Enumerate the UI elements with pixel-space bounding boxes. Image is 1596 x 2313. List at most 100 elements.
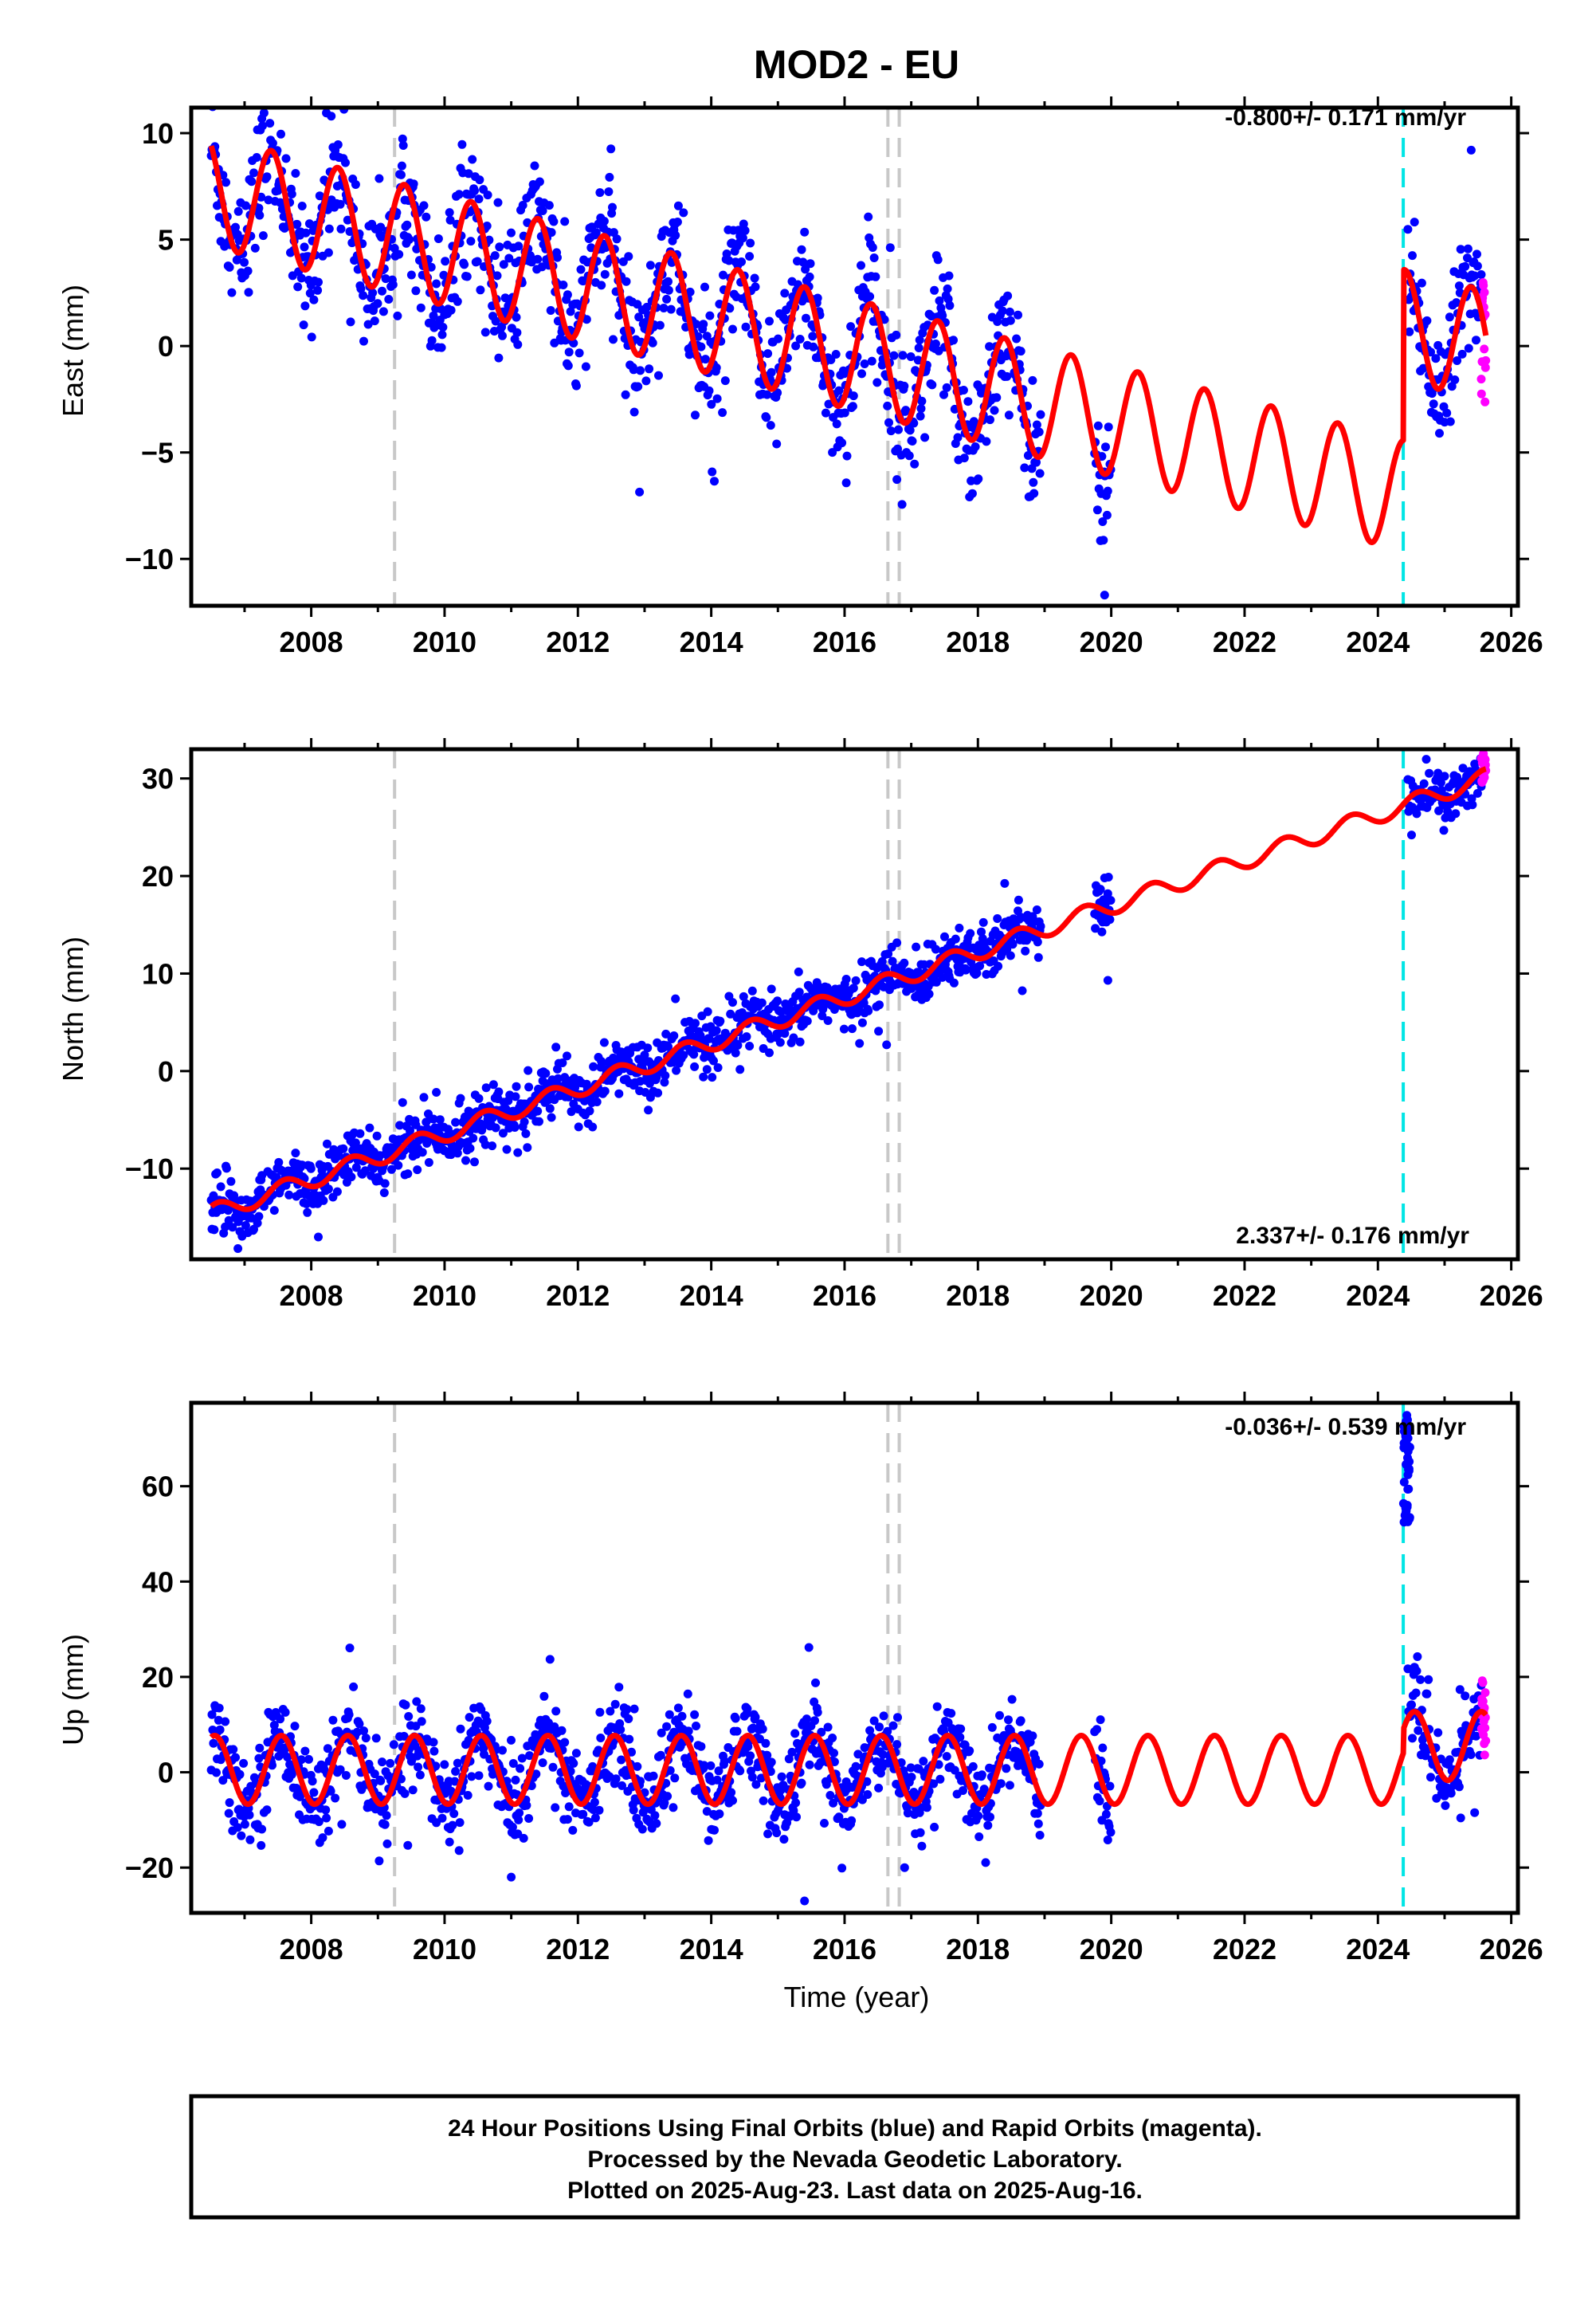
data-point — [521, 1129, 531, 1138]
data-point — [551, 1043, 561, 1052]
data-point — [533, 1106, 543, 1116]
data-point — [974, 474, 983, 484]
data-point — [538, 1758, 547, 1768]
data-point — [995, 1710, 1004, 1720]
data-point — [466, 237, 476, 246]
data-point — [563, 290, 572, 300]
data-point — [801, 265, 810, 274]
rapid-data-point — [1476, 389, 1486, 399]
data-point — [874, 1027, 884, 1036]
data-point — [789, 1033, 798, 1043]
data-point — [1014, 895, 1023, 905]
data-point — [381, 274, 390, 284]
data-point — [831, 350, 841, 359]
rapid-data-point — [1481, 355, 1491, 365]
data-point — [323, 1139, 331, 1149]
data-point — [1106, 1828, 1116, 1837]
data-point — [834, 386, 844, 395]
data-point — [959, 1786, 967, 1795]
data-point — [380, 1179, 390, 1188]
data-point — [945, 300, 955, 310]
data-point — [591, 228, 601, 238]
data-point — [379, 1188, 389, 1197]
data-point — [609, 335, 618, 344]
data-point — [864, 1006, 873, 1015]
east-x-tick-label: 2016 — [813, 626, 876, 658]
data-point — [493, 198, 503, 207]
data-point — [332, 1187, 342, 1196]
data-point — [774, 334, 782, 344]
data-point — [635, 487, 645, 497]
data-point — [664, 277, 673, 286]
data-point — [1422, 1689, 1432, 1698]
data-point — [846, 322, 856, 332]
data-point — [1021, 946, 1030, 956]
data-point — [475, 175, 484, 185]
data-point — [1410, 218, 1419, 227]
data-point — [254, 203, 264, 213]
data-point — [599, 1038, 609, 1047]
data-point — [767, 367, 776, 377]
data-point — [624, 252, 633, 261]
data-point — [445, 215, 455, 225]
data-point — [567, 1107, 576, 1117]
data-point — [974, 1832, 984, 1841]
data-point — [1412, 809, 1421, 819]
data-point — [255, 210, 265, 220]
data-point — [216, 1182, 225, 1192]
data-point — [906, 352, 916, 361]
data-point — [224, 1808, 233, 1818]
data-point — [893, 1713, 902, 1722]
data-point — [1439, 826, 1449, 835]
data-point — [571, 381, 581, 391]
data-point — [610, 1699, 620, 1709]
data-point — [1472, 336, 1480, 345]
data-point — [1004, 1715, 1013, 1725]
data-point — [474, 1094, 484, 1103]
data-point — [368, 288, 378, 297]
data-point — [837, 438, 847, 448]
data-point — [629, 407, 639, 417]
data-point — [757, 998, 767, 1007]
data-point — [1099, 536, 1108, 545]
data-point — [530, 161, 539, 171]
data-point — [747, 986, 757, 995]
data-point — [235, 1769, 245, 1779]
data-point — [520, 1117, 529, 1126]
data-point — [398, 141, 408, 150]
data-point — [483, 190, 492, 200]
data-point — [1422, 316, 1432, 325]
data-point — [642, 302, 652, 312]
data-point — [977, 1770, 986, 1780]
data-point — [767, 984, 776, 994]
data-point — [705, 311, 715, 320]
data-point — [915, 336, 924, 345]
data-point — [438, 323, 448, 332]
data-point — [394, 1160, 403, 1170]
data-point — [690, 1062, 700, 1071]
data-point — [304, 219, 314, 229]
data-point — [1399, 1499, 1409, 1509]
data-point — [422, 212, 431, 222]
data-point — [314, 1232, 323, 1242]
data-point — [221, 1717, 230, 1726]
data-point — [643, 1043, 653, 1053]
data-point — [595, 1707, 605, 1717]
data-point — [900, 381, 909, 391]
data-point — [609, 228, 618, 238]
data-point — [424, 1158, 433, 1167]
data-point — [262, 1805, 272, 1815]
data-point — [1457, 349, 1467, 359]
data-point — [245, 1810, 254, 1820]
data-point — [795, 1037, 805, 1047]
data-point — [857, 957, 866, 967]
data-point — [641, 376, 651, 386]
data-point — [629, 1704, 639, 1714]
data-point — [1403, 1470, 1413, 1479]
data-point — [429, 311, 438, 320]
east-x-tick-label: 2020 — [1080, 626, 1143, 658]
data-point — [590, 1797, 599, 1807]
data-point — [1016, 347, 1025, 356]
data-point — [818, 1011, 827, 1020]
data-point — [1093, 421, 1103, 430]
